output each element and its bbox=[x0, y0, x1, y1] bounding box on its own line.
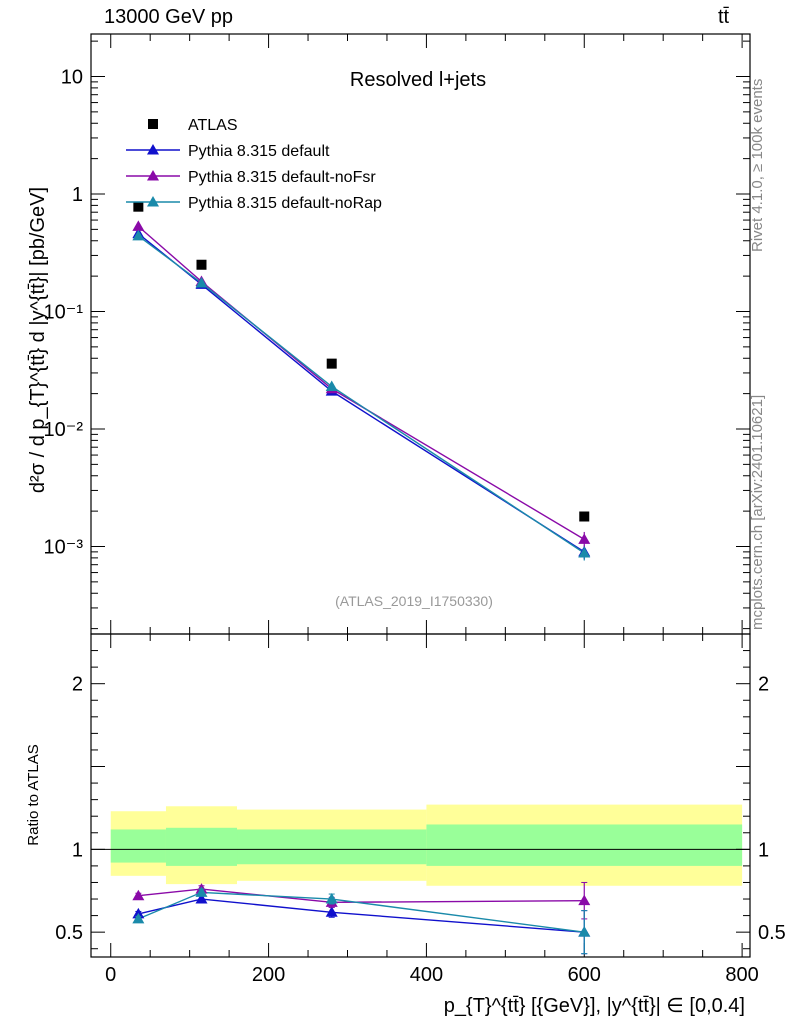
main-y-tick-label: 10⁻² bbox=[44, 419, 84, 441]
data-point-pythia-8-315-default-nofsr bbox=[578, 533, 591, 544]
ratio-frame bbox=[90, 633, 751, 958]
energy-label: 13000 GeV pp bbox=[104, 6, 233, 28]
legend: ATLAS Pythia 8.315 default Pythia 8.315 de… bbox=[126, 117, 382, 212]
main-y-tick-label: 1 bbox=[72, 184, 83, 206]
ratio-y-tick-label: 0.5 bbox=[55, 922, 83, 944]
data-point-pythia-8-315-default-norap bbox=[578, 547, 591, 558]
ratio-band-inner bbox=[237, 829, 427, 865]
legend-label-pythia-8-315-default-nofsr: Pythia 8.315 default-noFsr bbox=[188, 169, 376, 186]
legend-label-pythia-8-315-default-norap: Pythia 8.315 default-noRap bbox=[188, 195, 382, 212]
ratio-point-pythia-8-315-default bbox=[195, 893, 208, 904]
data-point-atlas bbox=[326, 358, 337, 369]
ratio-point-pythia-8-315-default-norap bbox=[325, 893, 338, 904]
x-tick-label: 800 bbox=[725, 964, 758, 986]
main-x-axis bbox=[110, 34, 743, 634]
x-tick-label: 400 bbox=[410, 964, 443, 986]
process-label: tt̄ bbox=[718, 6, 730, 28]
main-y-tick-label: 10 bbox=[61, 67, 83, 89]
ratio-y-tick-label: 1 bbox=[72, 839, 83, 861]
analysis-tag: (ATLAS_2019_I1750330) bbox=[335, 593, 493, 609]
data-point-pythia-8-315-default-norap bbox=[132, 229, 145, 241]
legend-marker-pythia-8-315-default bbox=[147, 144, 159, 155]
x-tick-label: 600 bbox=[568, 964, 601, 986]
main-panel: 10⁻³ 10⁻² 10⁻¹ 1 10 Resolved l+jets (ATLAS_2… bbox=[27, 33, 751, 635]
main-y-axis-label: d²σ / d p_{T}^{tt̄} d |y^{tt̄}| [pb/GeV] bbox=[27, 187, 49, 493]
ratio-point-pythia-8-315-default-nofsr bbox=[132, 889, 145, 901]
legend-label-pythia-8-315-default: Pythia 8.315 default bbox=[188, 143, 330, 160]
ratio-y-tick-label: 2 bbox=[758, 674, 769, 696]
ratio-line-pythia-8-315-default-norap bbox=[138, 891, 585, 933]
data-point-atlas bbox=[133, 201, 144, 212]
ratio-y-tick-label: 0.5 bbox=[758, 922, 786, 944]
legend-marker-atlas bbox=[148, 119, 158, 129]
ratio-point-pythia-8-315-default-norap bbox=[195, 886, 208, 897]
main-y-tick-label: 10⁻³ bbox=[44, 536, 84, 558]
data-point-pythia-8-315-default-norap bbox=[325, 380, 338, 391]
data-point-pythia-8-315-default-norap bbox=[195, 276, 208, 288]
ratio-y-axis-label: Ratio to ATLAS bbox=[25, 744, 42, 845]
legend-marker-pythia-8-315-default-nofsr bbox=[147, 170, 159, 181]
ratio-panel: 0.5 0.51 12 2 0 200 400 600 800 Ratio to ATLAS … bbox=[25, 633, 786, 1017]
data-point-atlas bbox=[579, 511, 590, 522]
data-point-pythia-8-315-default-nofsr bbox=[132, 220, 145, 231]
ratio-y-axis: 0.5 0.5 1 1 2 2 bbox=[55, 650, 786, 950]
ratio-line-pythia-8-315-default bbox=[138, 898, 585, 933]
x-tick-label: 200 bbox=[252, 964, 285, 986]
x-axis-label: p_{T}^{tt̄} [{GeV}], |y^{tt̄}| ∈ [0,0.4] bbox=[444, 995, 745, 1017]
ratio-band-inner bbox=[426, 824, 743, 866]
ratio-y-tick-label: 1 bbox=[758, 839, 769, 861]
main-plot-area bbox=[91, 34, 750, 634]
ratio-bands bbox=[110, 804, 743, 886]
data-point-atlas bbox=[196, 259, 207, 270]
ratio-band-inner bbox=[165, 827, 238, 866]
legend-label-atlas: ATLAS bbox=[188, 117, 238, 134]
ratio-x-axis: 0 200 400 600 800 bbox=[105, 634, 759, 986]
ratio-band-inner bbox=[110, 829, 166, 863]
ratio-point-pythia-8-315-default-norap bbox=[132, 912, 145, 924]
ratio-point-pythia-8-315-default-nofsr bbox=[578, 894, 591, 906]
mcplots-label: mcplots.cern.ch [arXiv:2401.10621] bbox=[749, 395, 766, 630]
rivet-label: Rivet 4.1.0, ≥ 100k events bbox=[749, 79, 766, 252]
legend-marker-pythia-8-315-default-norap bbox=[147, 196, 159, 207]
ratio-data bbox=[132, 881, 591, 955]
ratio-y-tick-label: 2 bbox=[72, 674, 83, 696]
ratio-point-pythia-8-315-default-norap bbox=[578, 926, 591, 937]
main-y-tick-label: 10⁻¹ bbox=[44, 301, 84, 323]
series-line-pythia-8-315-default-norap bbox=[137, 235, 585, 554]
ratio-point-pythia-8-315-default bbox=[325, 906, 338, 917]
chart-title: Resolved l+jets bbox=[350, 69, 486, 91]
main-data bbox=[132, 201, 591, 561]
x-tick-label: 0 bbox=[105, 964, 116, 986]
main-y-axis: 10⁻³ 10⁻² 10⁻¹ 1 10 bbox=[44, 40, 750, 630]
